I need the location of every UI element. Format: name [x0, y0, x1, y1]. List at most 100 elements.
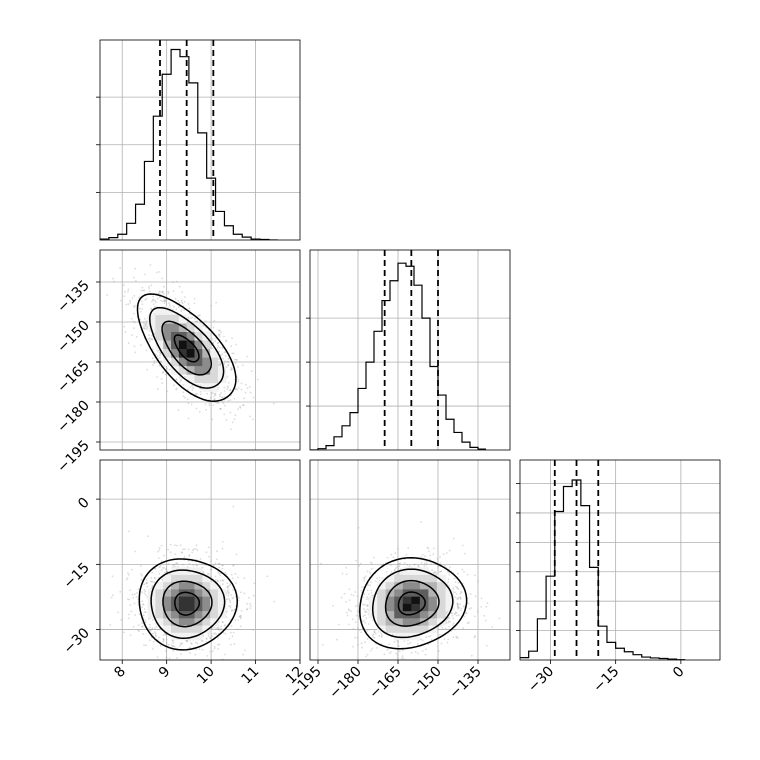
density-cell — [377, 581, 387, 590]
sample-point — [456, 605, 459, 608]
sample-point — [176, 657, 178, 659]
density-cell — [186, 596, 195, 604]
sample-point — [180, 308, 183, 311]
sample-point — [221, 396, 224, 399]
sample-point — [363, 593, 366, 596]
sample-point — [465, 612, 468, 615]
sample-point — [146, 325, 148, 328]
sample-point — [145, 323, 148, 325]
sample-point — [402, 657, 405, 660]
sample-point — [183, 300, 186, 303]
sample-point — [166, 570, 169, 573]
density-cell — [428, 596, 438, 604]
sample-point — [233, 608, 236, 611]
sample-point — [212, 404, 215, 406]
density-cell — [428, 603, 438, 612]
sample-point — [141, 591, 144, 593]
density-cell — [171, 589, 180, 597]
sample-point — [459, 592, 462, 595]
sample-point — [218, 358, 221, 361]
sample-point — [230, 609, 233, 612]
sample-point — [230, 428, 232, 431]
sample-point — [191, 384, 194, 387]
y-tick-label: −30 — [61, 625, 93, 657]
sample-point — [209, 650, 212, 653]
sample-point — [363, 576, 365, 579]
sample-point — [338, 623, 340, 626]
density-cell — [147, 314, 156, 324]
density-cell — [385, 596, 395, 604]
sample-point — [217, 643, 220, 646]
sample-point — [408, 565, 411, 568]
sample-point — [133, 345, 136, 348]
density-cell — [210, 581, 219, 590]
sample-point — [165, 642, 168, 644]
sample-point — [157, 292, 160, 295]
sample-point — [212, 341, 215, 344]
sample-point — [226, 610, 228, 613]
sample-point — [429, 554, 431, 557]
sample-point — [396, 654, 399, 656]
density-cell — [194, 374, 203, 384]
density-cell — [428, 589, 438, 597]
density-cell — [163, 314, 172, 324]
sample-point — [352, 594, 355, 597]
sample-point — [394, 552, 397, 555]
sample-point — [135, 335, 138, 338]
sample-point — [437, 650, 440, 652]
sample-point — [248, 602, 251, 605]
sample-point — [130, 317, 133, 320]
sample-point — [413, 563, 416, 566]
sample-point — [219, 363, 222, 365]
sample-point — [212, 632, 215, 635]
density-cell — [178, 365, 188, 375]
sample-point — [448, 549, 451, 552]
contour-line — [384, 579, 440, 627]
sample-point — [213, 646, 216, 648]
sample-point — [131, 297, 134, 299]
sample-point — [175, 562, 178, 565]
sample-point — [230, 345, 233, 348]
sample-point — [395, 652, 398, 655]
sample-point — [200, 563, 203, 565]
sample-point — [210, 569, 213, 571]
density-cell — [178, 340, 188, 350]
sample-point — [207, 633, 210, 635]
sample-point — [232, 564, 235, 566]
sample-point — [385, 571, 388, 573]
sample-point — [456, 603, 459, 606]
sample-point — [438, 571, 441, 573]
sample-point — [143, 611, 146, 614]
density-cell — [436, 574, 446, 583]
sample-point — [378, 576, 381, 579]
sample-point — [148, 336, 151, 339]
sample-point — [343, 592, 346, 595]
sample-point — [219, 574, 221, 577]
sample-point — [214, 579, 217, 581]
sample-point — [238, 596, 240, 599]
sample-point — [188, 554, 191, 557]
sample-point — [252, 396, 255, 399]
sample-point — [390, 651, 392, 653]
sample-point — [425, 563, 428, 565]
x-tick-label: 11 — [238, 664, 262, 688]
sample-point — [134, 351, 137, 354]
sample-point — [194, 653, 197, 656]
sample-point — [160, 360, 162, 362]
density-cell — [202, 589, 211, 597]
sample-point — [363, 619, 365, 622]
sample-point — [229, 368, 232, 371]
sample-point — [202, 571, 205, 573]
sample-point — [447, 617, 450, 619]
sample-point — [149, 338, 151, 341]
sample-point — [220, 331, 222, 334]
sample-point — [177, 299, 180, 302]
sample-point — [153, 576, 156, 579]
sample-point — [229, 601, 232, 604]
sample-point — [460, 591, 463, 594]
sample-point — [172, 639, 174, 642]
sample-point — [161, 290, 164, 293]
density-cell — [194, 357, 203, 367]
sample-point — [206, 655, 209, 657]
density-cell — [411, 567, 421, 575]
